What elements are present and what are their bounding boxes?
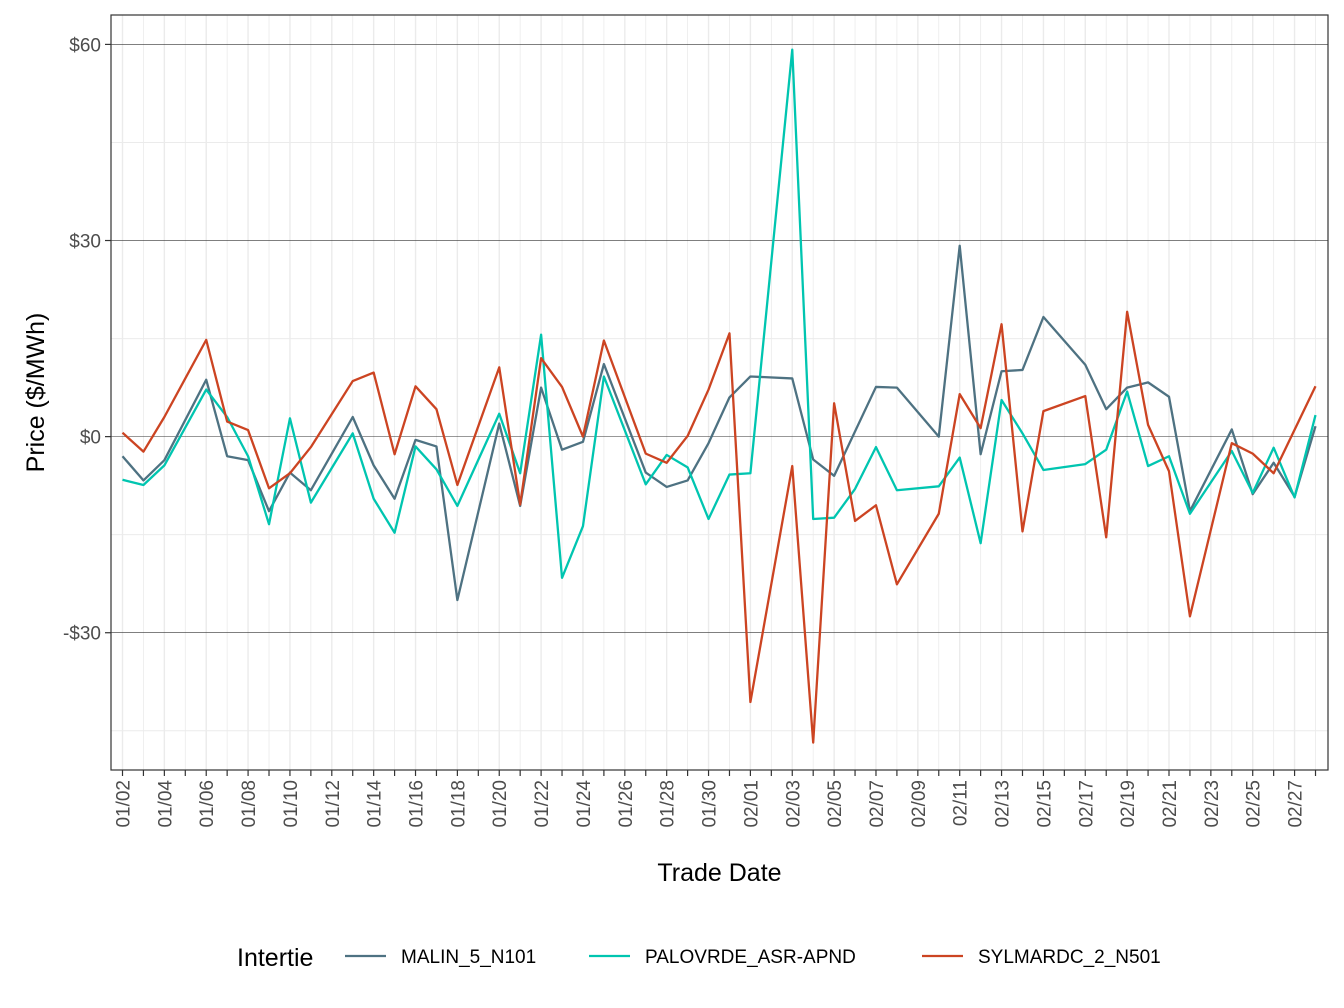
x-tick-label: 01/28: [658, 780, 679, 828]
y-tick-label: -$30: [63, 624, 101, 645]
x-tick-label: 02/01: [741, 780, 762, 828]
x-tick-label: 02/23: [1202, 780, 1223, 828]
x-tick-label: 01/12: [323, 780, 344, 828]
series-line-sylmardc_2_n501: [121, 310, 1317, 744]
x-tick-label: 01/06: [197, 780, 218, 828]
x-tick-label: 02/09: [909, 780, 930, 828]
x-tick-label: 01/14: [365, 780, 386, 828]
x-tick-label: 01/02: [114, 780, 135, 828]
x-tick-label: 02/21: [1160, 780, 1181, 828]
series-line-palovrde_asr-apnd: [122, 48, 1317, 579]
legend-label-sylmardc_2_n501: SYLMARDC_2_N501: [978, 947, 1161, 968]
x-tick-label: 01/18: [448, 780, 469, 828]
x-tick-label: 02/07: [867, 780, 888, 828]
x-tick-label: 01/08: [239, 780, 260, 828]
x-tick-label: 02/05: [825, 780, 846, 828]
x-tick-label: 01/26: [616, 780, 637, 828]
legend: Intertie MALIN_5_N101 PALOVRDE_ASR-APND SY…: [237, 944, 1161, 972]
x-tick-label: 01/10: [281, 780, 302, 828]
x-tick-label: 02/19: [1118, 780, 1139, 828]
plot-border: [110, 14, 1329, 771]
series-layer: [121, 48, 1317, 744]
x-tick-label: 02/25: [1244, 780, 1265, 828]
grid-major: [111, 15, 1328, 770]
y-tick-label: $60: [69, 35, 101, 56]
x-tick-label: 01/16: [407, 780, 428, 828]
x-tick-label: 01/04: [155, 780, 176, 828]
x-tick-label: 02/13: [993, 780, 1014, 828]
x-tick-label: 02/27: [1286, 780, 1307, 828]
plot-panel: [111, 15, 1328, 770]
x-axis-title: Trade Date: [657, 859, 781, 887]
legend-label-palovrde_asr-apnd: PALOVRDE_ASR-APND: [645, 947, 856, 968]
x-tick-label: 02/15: [1034, 780, 1055, 828]
y-tick-label: $0: [80, 428, 101, 449]
legend-title: Intertie: [237, 944, 313, 972]
y-tick-label: $30: [69, 232, 101, 253]
x-tick-label: 01/22: [532, 780, 553, 828]
y-axis-title: Price ($/MWh): [22, 313, 50, 473]
x-tick-label: 01/30: [700, 780, 721, 828]
grid-minor: [111, 15, 1328, 770]
x-tick-label: 02/03: [783, 780, 804, 828]
y-axis: $60 $30 $0 -$30: [63, 35, 111, 645]
x-tick-label: 01/20: [490, 780, 511, 828]
x-tick-label: 02/17: [1076, 780, 1097, 828]
x-tick-label: 02/11: [951, 780, 972, 826]
x-tick-label: 01/24: [574, 780, 595, 828]
x-axis: 01/02 01/04 01/06 01/08 01/10 01/12 01/14 01/16…: [114, 770, 1317, 828]
series-line-malin_5_n101: [121, 244, 1317, 602]
legend-label-malin_5_n101: MALIN_5_N101: [401, 947, 536, 968]
